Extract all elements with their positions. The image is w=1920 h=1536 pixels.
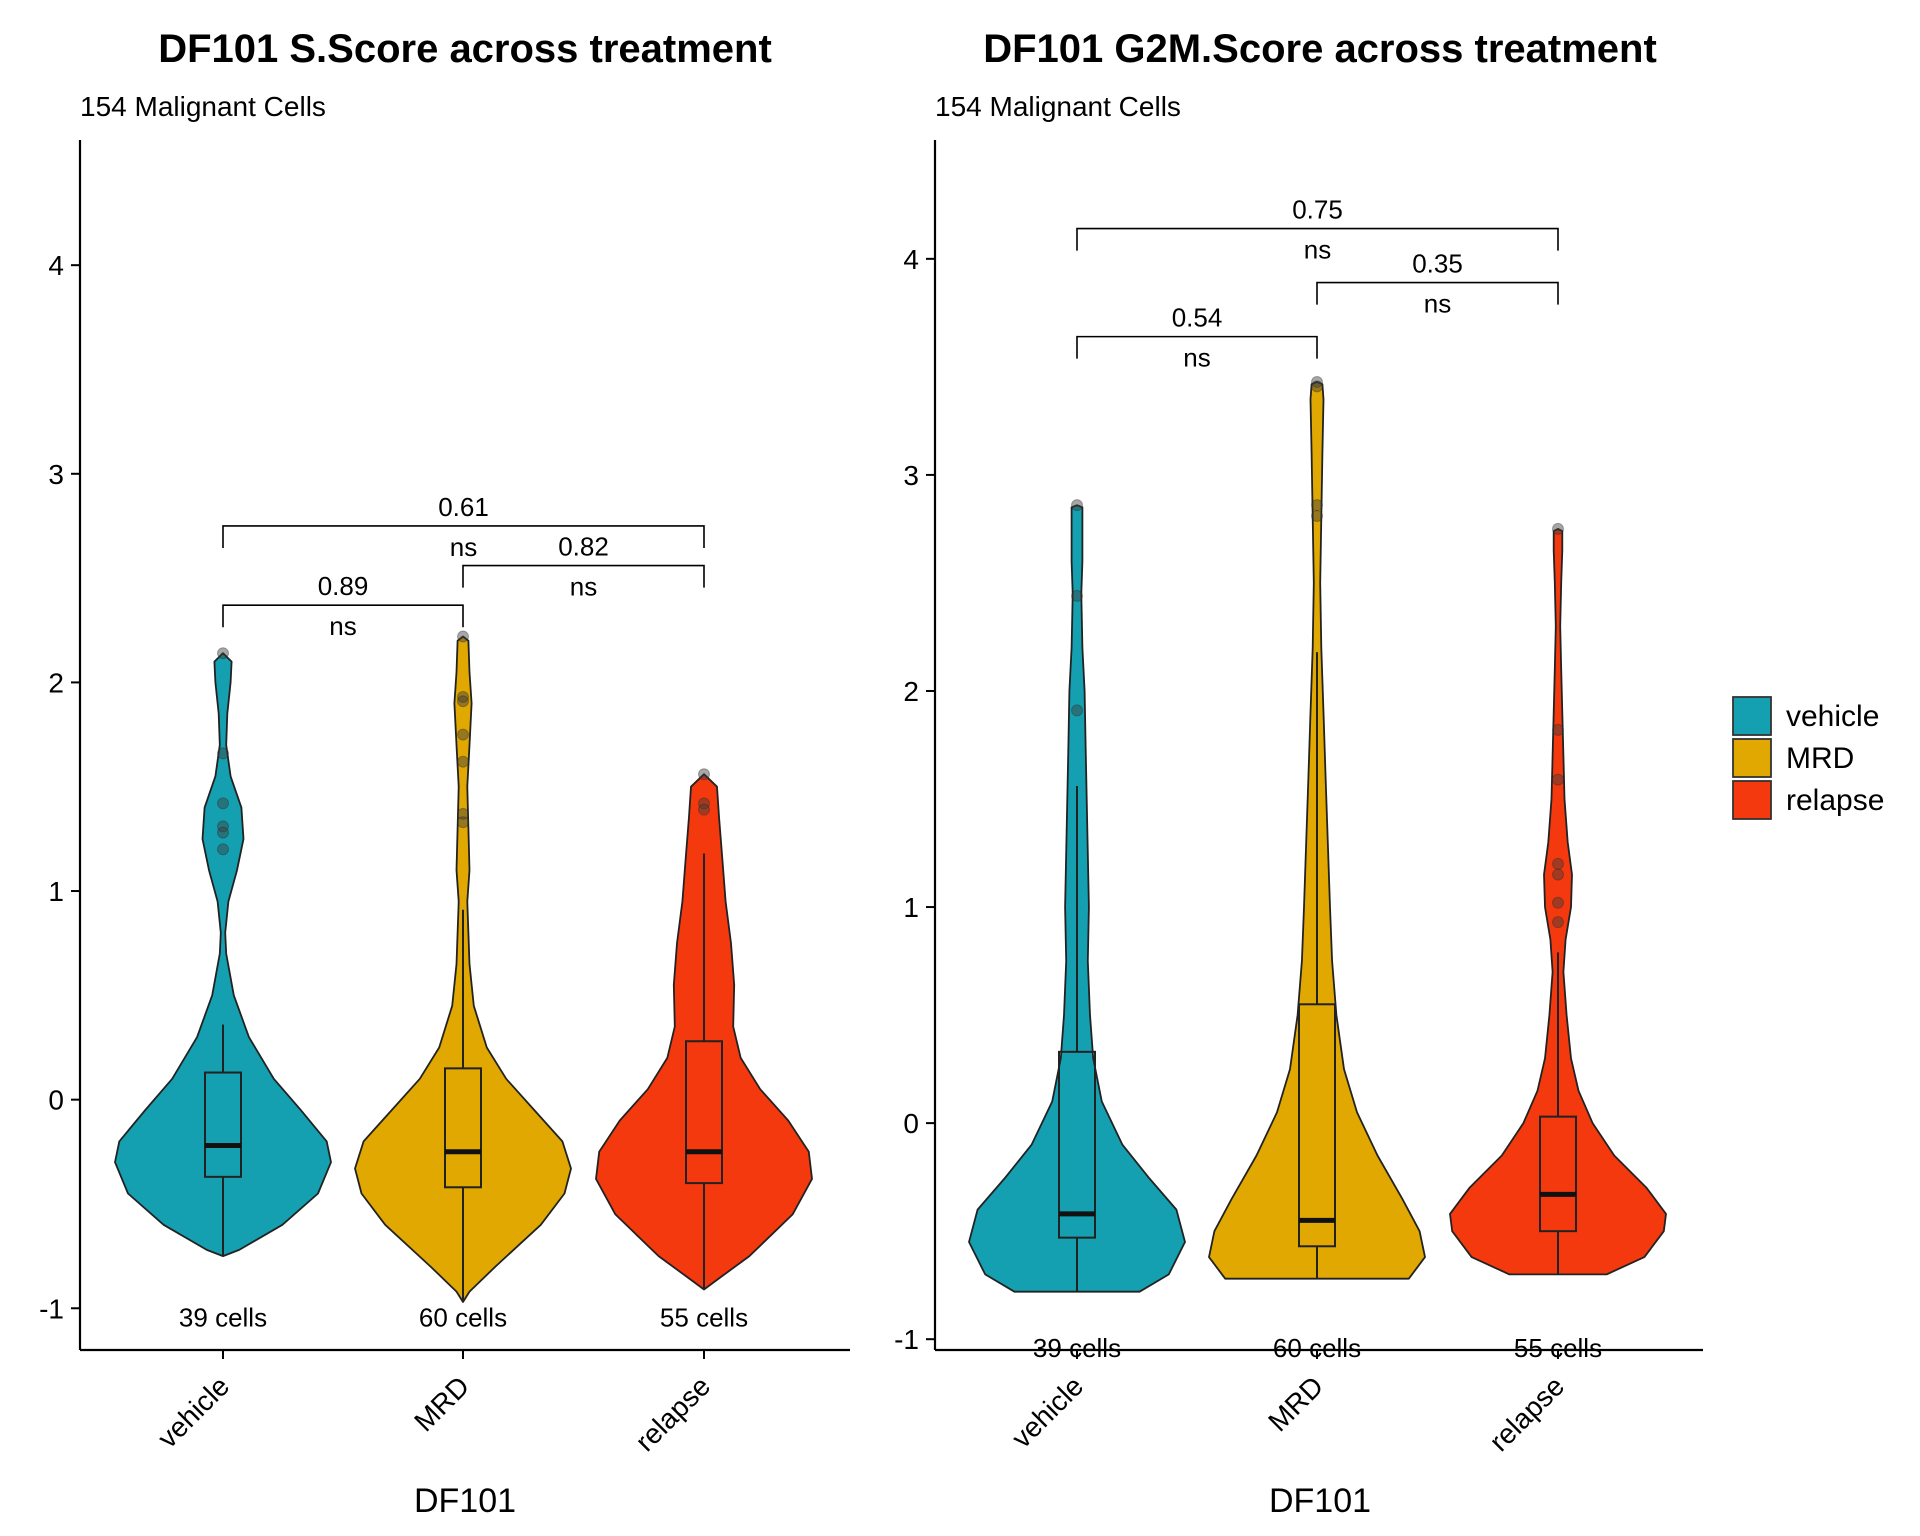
g2m-score-significance-label: ns	[1424, 289, 1451, 319]
g2m-score-violin-relapse	[1449, 528, 1667, 1276]
g2m-score-y-tick-label: 0	[903, 1108, 919, 1139]
s-score-comparison-bracket	[222, 604, 464, 628]
s-score-outlier-point	[217, 747, 229, 760]
s-score-comparison-bracket	[462, 564, 705, 588]
s-score-outlier-point	[457, 755, 469, 768]
g2m-score-x-tick-label: vehicle	[1006, 1370, 1090, 1454]
s-score-significance-label: ns	[329, 611, 356, 641]
g2m-score-outlier-point	[1552, 896, 1564, 909]
s-score-box-vehicle	[204, 1071, 242, 1178]
g2m-score-chart-subtitle: 154 Malignant Cells	[935, 91, 1181, 122]
s-score-violin-vehicle	[114, 652, 332, 1257]
legend-swatch-vehicle	[1732, 696, 1772, 736]
s-score-cell-count-label: 39 cells	[179, 1302, 267, 1332]
g2m-score-cell-count-label: 60 cells	[1273, 1333, 1361, 1363]
s-score-outlier-point	[457, 807, 469, 820]
g2m-score-y-tick-label: 2	[903, 676, 919, 707]
g2m-score-outlier-point	[1071, 704, 1083, 717]
g2m-score-significance-label: ns	[1183, 343, 1210, 373]
g2m-score-p-value-label: 0.75	[1292, 195, 1343, 225]
s-score-p-value-label: 0.89	[318, 571, 369, 601]
s-score-outlier-point	[217, 843, 229, 856]
s-score-y-tick-label: 2	[48, 667, 64, 698]
g2m-score-chart-title: DF101 G2M.Score across treatment	[983, 27, 1657, 71]
g2m-score-outlier-point	[1311, 499, 1323, 512]
s-score-y-tick-label: 3	[48, 459, 64, 490]
g2m-score-significance-label: ns	[1304, 235, 1331, 265]
legend-swatch-mrd	[1732, 738, 1772, 778]
s-score-y-tick-label: 0	[48, 1085, 64, 1116]
s-score-significance-label: ns	[570, 572, 597, 602]
s-score-cell-count-label: 60 cells	[419, 1302, 507, 1332]
g2m-score-comparison-bracket	[1076, 227, 1559, 251]
s-score-x-tick-label: vehicle	[152, 1370, 236, 1454]
legend-label-relapse: relapse	[1786, 784, 1884, 817]
g2m-score-outlier-point	[1552, 857, 1564, 870]
s-score-x-tick-label: MRD	[408, 1370, 475, 1437]
g2m-score-panel: DF101 G2M.Score across treatment 154 Mal…	[894, 27, 1703, 1520]
g2m-score-box-mrd	[1298, 1003, 1336, 1248]
s-score-box-mrd	[444, 1067, 482, 1189]
s-score-box-relapse	[685, 1040, 723, 1185]
g2m-score-x-tick-label: relapse	[1483, 1370, 1570, 1457]
g2m-score-x-tick-label: MRD	[1262, 1370, 1329, 1437]
s-score-outlier-point	[457, 816, 469, 829]
g2m-score-outlier-point	[1552, 522, 1564, 535]
g2m-score-x-axis-title: DF101	[1269, 1482, 1371, 1520]
g2m-score-y-tick-label: -1	[894, 1324, 919, 1355]
s-score-panel: DF101 S.Score across treatment 154 Malig…	[39, 27, 850, 1520]
g2m-score-comparison-bracket	[1316, 281, 1559, 305]
g2m-score-outlier-point	[1552, 868, 1564, 881]
s-score-outlier-point	[457, 695, 469, 708]
s-score-outlier-point	[217, 820, 229, 833]
s-score-outlier-point	[457, 691, 469, 704]
g2m-score-outlier-point	[1552, 723, 1564, 736]
g2m-score-box-relapse	[1539, 1115, 1577, 1233]
g2m-score-outlier-point	[1311, 376, 1323, 388]
s-score-x-axis-title: DF101	[414, 1482, 516, 1520]
g2m-score-box-vehicle	[1058, 1050, 1096, 1239]
s-score-significance-label: ns	[450, 532, 477, 562]
s-score-p-value-label: 0.82	[558, 532, 609, 562]
g2m-score-outlier-point	[1552, 916, 1564, 929]
s-score-outlier-point	[217, 826, 229, 839]
s-score-chart-subtitle: 154 Malignant Cells	[80, 91, 326, 122]
s-score-outlier-point	[457, 630, 469, 643]
s-score-y-tick-label: -1	[39, 1293, 64, 1324]
g2m-score-outlier-point	[1552, 773, 1564, 786]
s-score-y-tick-label: 4	[48, 250, 64, 281]
s-score-comparison-bracket	[222, 525, 705, 548]
s-score-cell-count-label: 55 cells	[660, 1302, 748, 1332]
g2m-score-outlier-point	[1311, 380, 1323, 393]
g2m-score-p-value-label: 0.54	[1172, 303, 1223, 333]
s-score-p-value-label: 0.61	[438, 492, 489, 522]
legend-swatch-relapse	[1732, 780, 1772, 820]
g2m-score-cell-count-label: 39 cells	[1033, 1333, 1121, 1363]
s-score-outlier-point	[698, 797, 710, 810]
g2m-score-p-value-label: 0.35	[1412, 249, 1463, 279]
g2m-score-outlier-point	[1071, 589, 1083, 602]
g2m-score-outlier-point	[1311, 509, 1323, 522]
g2m-score-comparison-bracket	[1076, 335, 1318, 359]
legend: vehicle MRD relapse	[1732, 696, 1884, 820]
s-score-y-tick-label: 1	[48, 876, 64, 907]
s-score-outlier-point	[457, 728, 469, 741]
s-score-outlier-point	[217, 797, 229, 810]
s-score-outlier-point	[217, 647, 229, 660]
g2m-score-y-tick-label: 4	[903, 244, 919, 275]
g2m-score-outlier-point	[1071, 499, 1083, 512]
g2m-score-cell-count-label: 55 cells	[1514, 1333, 1602, 1363]
s-score-outlier-point	[698, 768, 710, 781]
s-score-chart-title: DF101 S.Score across treatment	[158, 27, 772, 71]
legend-label-vehicle: vehicle	[1786, 700, 1879, 733]
s-score-outlier-point	[698, 803, 710, 816]
s-score-x-tick-label: relapse	[629, 1370, 716, 1457]
legend-label-mrd: MRD	[1786, 742, 1854, 775]
g2m-score-y-tick-label: 3	[903, 460, 919, 491]
g2m-score-y-tick-label: 1	[903, 892, 919, 923]
